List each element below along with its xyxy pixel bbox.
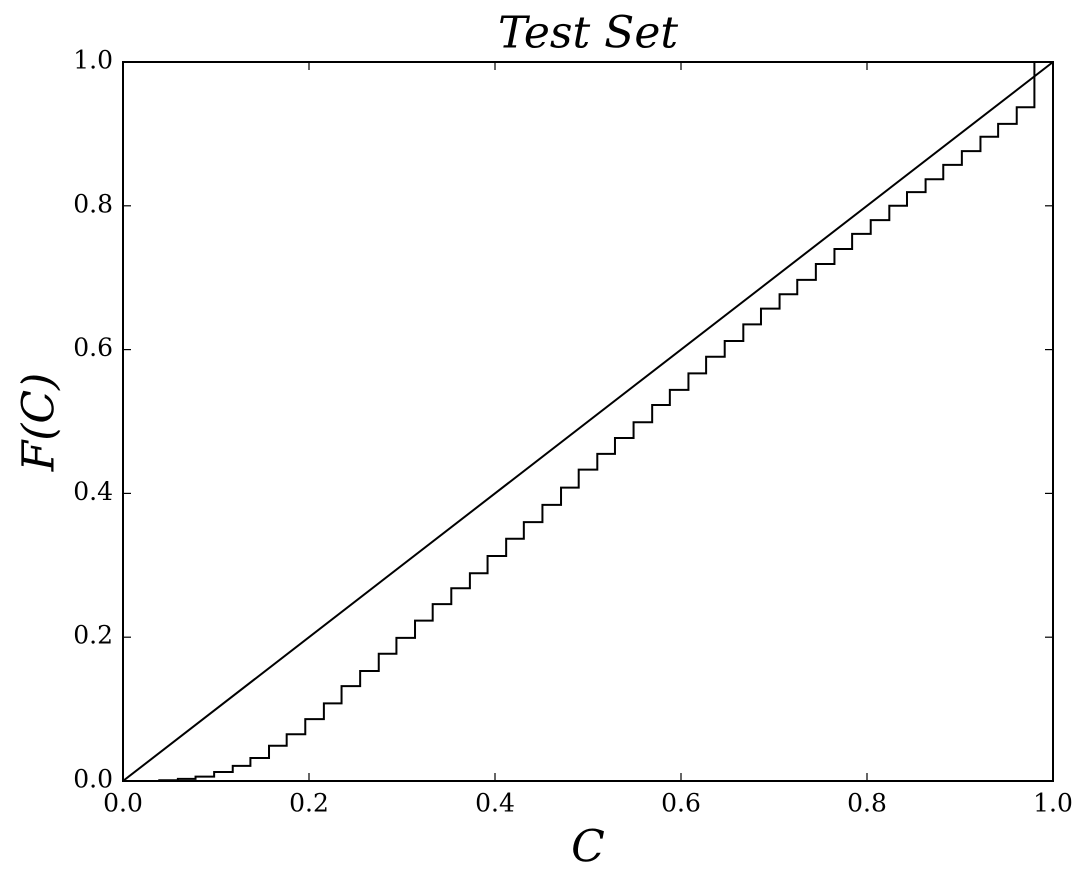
y-tick-label: 0.2: [73, 621, 113, 650]
chart-title: Test Set: [498, 8, 678, 59]
y-tick-label: 0.6: [73, 333, 113, 362]
x-tick-label: 0.2: [289, 789, 329, 818]
y-tick-label: 0.8: [73, 189, 113, 218]
y-tick-label: 1.0: [73, 46, 113, 75]
x-tick-label: 0.0: [103, 789, 143, 818]
x-tick-label: 1.0: [1033, 789, 1073, 818]
line-series: [123, 62, 1036, 782]
x-tick-label: 0.4: [475, 789, 515, 818]
x-axis-label: C: [571, 822, 605, 873]
y-tick-label: 0.4: [73, 477, 113, 506]
x-tick-label: 0.6: [661, 789, 701, 818]
y-axis-label: F(C): [14, 373, 65, 473]
plot-frame: [122, 61, 1054, 782]
y-tick-label: 0.0: [73, 765, 113, 794]
line-series: [122, 61, 1054, 782]
x-tick-label: 0.8: [847, 789, 887, 818]
